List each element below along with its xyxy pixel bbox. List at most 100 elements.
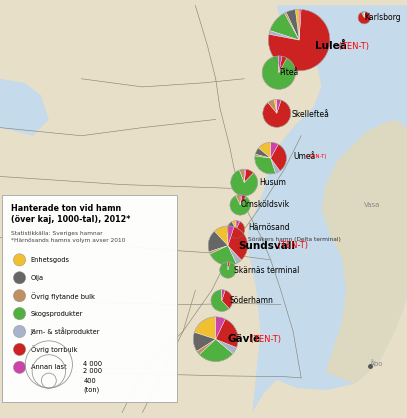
Text: Övrig flytande bulk: Övrig flytande bulk: [31, 292, 94, 300]
Text: Åbo: Åbo: [370, 360, 384, 367]
FancyBboxPatch shape: [2, 195, 177, 402]
Wedge shape: [228, 222, 236, 229]
Wedge shape: [230, 196, 250, 215]
Wedge shape: [227, 229, 241, 238]
Wedge shape: [193, 332, 216, 351]
Wedge shape: [220, 262, 236, 278]
Text: (TEN-T): (TEN-T): [248, 335, 281, 344]
Text: Härnösand: Härnösand: [248, 223, 290, 232]
Ellipse shape: [13, 343, 26, 356]
Wedge shape: [277, 99, 281, 113]
Text: Husum: Husum: [260, 178, 287, 187]
Wedge shape: [239, 169, 244, 183]
Wedge shape: [271, 158, 280, 173]
Wedge shape: [255, 156, 276, 174]
Text: Örnsköldsvik: Örnsköldsvik: [240, 200, 289, 209]
Text: Luleå: Luleå: [315, 41, 347, 51]
Wedge shape: [286, 10, 299, 40]
Text: (TEN-T): (TEN-T): [276, 241, 309, 250]
Text: (TEN-T): (TEN-T): [305, 154, 327, 159]
Wedge shape: [228, 226, 234, 246]
Ellipse shape: [13, 308, 26, 320]
Wedge shape: [214, 226, 228, 246]
Wedge shape: [258, 142, 271, 158]
Wedge shape: [228, 227, 248, 260]
Wedge shape: [240, 195, 246, 205]
Wedge shape: [279, 56, 282, 73]
Wedge shape: [268, 99, 277, 113]
Wedge shape: [255, 148, 271, 158]
Wedge shape: [268, 9, 330, 71]
Wedge shape: [295, 9, 299, 40]
Wedge shape: [364, 11, 365, 18]
Wedge shape: [216, 339, 236, 354]
Wedge shape: [236, 221, 240, 229]
Text: 4 000: 4 000: [83, 362, 103, 367]
Wedge shape: [228, 246, 241, 263]
Text: Övrig torrbulk: Övrig torrbulk: [31, 346, 77, 353]
Wedge shape: [270, 13, 299, 40]
Wedge shape: [236, 222, 245, 234]
Wedge shape: [236, 229, 243, 237]
Text: Skärnäs terminal: Skärnäs terminal: [234, 265, 300, 275]
Wedge shape: [228, 262, 230, 270]
Ellipse shape: [13, 272, 26, 284]
Text: Enhetsgods: Enhetsgods: [31, 257, 70, 263]
Ellipse shape: [13, 290, 26, 302]
Wedge shape: [208, 231, 228, 252]
Wedge shape: [274, 99, 277, 113]
Wedge shape: [263, 100, 291, 127]
Wedge shape: [361, 12, 364, 18]
Text: 2 000: 2 000: [83, 368, 103, 375]
Wedge shape: [216, 317, 225, 339]
Text: Skellefteå: Skellefteå: [291, 110, 329, 119]
Polygon shape: [0, 79, 49, 136]
Wedge shape: [232, 221, 236, 229]
Wedge shape: [271, 144, 287, 171]
Text: Vasa: Vasa: [364, 202, 381, 208]
Wedge shape: [244, 169, 246, 183]
Wedge shape: [279, 56, 287, 73]
Wedge shape: [271, 142, 278, 158]
Wedge shape: [269, 31, 299, 40]
Wedge shape: [363, 11, 364, 18]
Polygon shape: [322, 120, 407, 384]
Polygon shape: [248, 5, 407, 413]
Ellipse shape: [13, 361, 26, 373]
Text: (ton): (ton): [83, 387, 100, 393]
Wedge shape: [209, 246, 228, 254]
Text: Järn- & stålprodukter: Järn- & stålprodukter: [31, 328, 100, 335]
Text: Olja: Olja: [31, 275, 44, 281]
Wedge shape: [216, 319, 238, 347]
Wedge shape: [231, 170, 258, 196]
Wedge shape: [255, 154, 271, 158]
Wedge shape: [262, 56, 295, 89]
Wedge shape: [236, 195, 240, 205]
Wedge shape: [358, 12, 370, 24]
Wedge shape: [197, 339, 216, 354]
Wedge shape: [199, 339, 233, 362]
Wedge shape: [222, 290, 225, 301]
Ellipse shape: [13, 254, 26, 266]
Text: Umeå: Umeå: [293, 153, 315, 161]
Wedge shape: [299, 9, 301, 40]
Text: Sundsvall: Sundsvall: [238, 241, 295, 251]
Wedge shape: [222, 290, 233, 308]
Ellipse shape: [13, 325, 26, 338]
Text: (TEN-T): (TEN-T): [336, 42, 369, 51]
Text: Söderhamn: Söderhamn: [230, 296, 274, 305]
Text: Hanterade ton vid hamn
(över kaj, 1000-tal), 2012*: Hanterade ton vid hamn (över kaj, 1000-t…: [11, 204, 131, 224]
Text: 400: 400: [83, 377, 96, 384]
Text: Annan last: Annan last: [31, 364, 66, 370]
Wedge shape: [210, 246, 236, 265]
Wedge shape: [195, 317, 216, 339]
Text: Söräkers hamn (Delta terminal): Söräkers hamn (Delta terminal): [248, 237, 341, 242]
Wedge shape: [244, 169, 254, 183]
Text: Skogsprodukter: Skogsprodukter: [31, 311, 83, 316]
Text: Piteå: Piteå: [279, 68, 298, 77]
Text: Gävle: Gävle: [227, 334, 260, 344]
Wedge shape: [284, 12, 299, 40]
Wedge shape: [211, 290, 229, 311]
Text: Karlsborg: Karlsborg: [364, 13, 401, 22]
Wedge shape: [240, 195, 242, 205]
